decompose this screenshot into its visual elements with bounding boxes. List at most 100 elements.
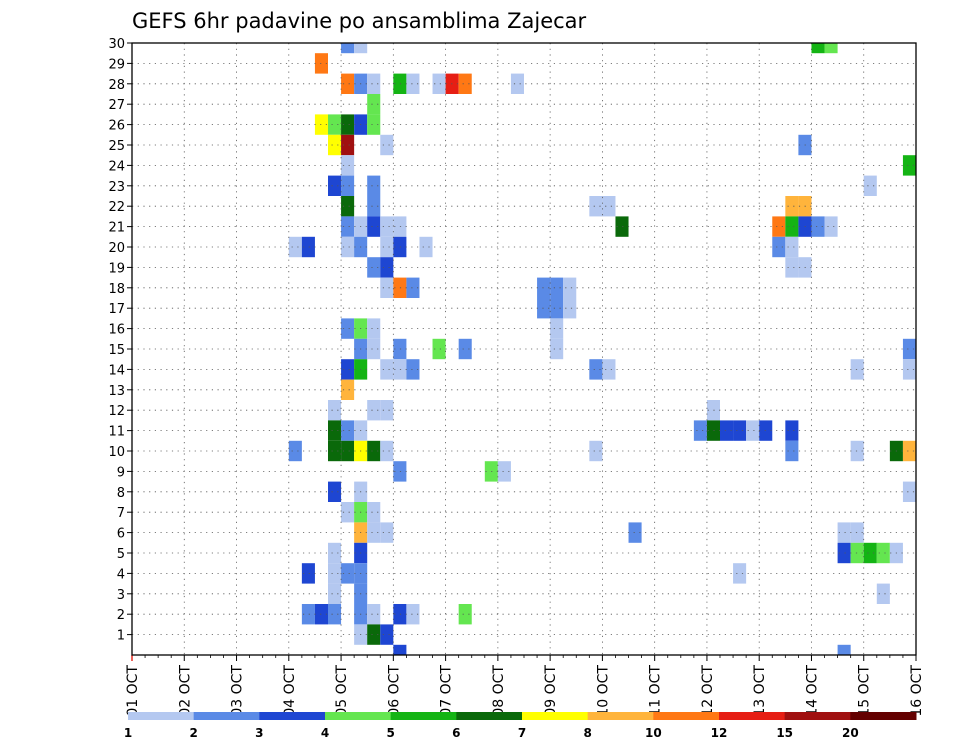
colorbar-swatch <box>259 712 326 720</box>
heatmap-cell <box>341 216 355 237</box>
colorbar-label: 12 <box>711 726 728 740</box>
heatmap-cell <box>380 440 394 462</box>
colorbar-label: 5 <box>386 726 394 740</box>
y-tick-label: 21 <box>108 221 125 236</box>
heatmap-cell <box>563 298 577 319</box>
heatmap-cell <box>367 624 381 645</box>
heatmap-cell <box>301 604 315 625</box>
heatmap-cell <box>432 338 446 360</box>
x-tick-label: 03 OCT <box>230 665 246 717</box>
y-tick-label: 11 <box>108 425 125 440</box>
heatmap-cell <box>380 277 394 298</box>
heatmap-cell <box>367 604 381 625</box>
heatmap-cell <box>393 644 407 655</box>
heatmap-cell <box>380 236 394 258</box>
heatmap-cell <box>367 114 381 135</box>
heatmap-cell <box>406 359 420 380</box>
heatmap-cell <box>341 175 355 196</box>
heatmap-cell <box>341 440 355 462</box>
heatmap-cell <box>863 542 877 564</box>
heatmap-cell <box>785 257 799 278</box>
x-tick-label: 12 OCT <box>700 665 716 717</box>
heatmap-cell <box>341 155 355 176</box>
heatmap-cell <box>824 43 838 54</box>
heatmap-cell <box>850 440 864 462</box>
y-tick-label: 13 <box>108 384 125 399</box>
heatmap-cell <box>367 400 381 421</box>
y-tick-label: 16 <box>108 323 125 338</box>
heatmap-cell <box>367 196 381 217</box>
heatmap-cell <box>380 257 394 278</box>
heatmap-cell <box>497 461 511 482</box>
x-tick-label: 04 OCT <box>282 665 298 717</box>
heatmap-cell <box>341 196 355 217</box>
heatmap-cell <box>837 542 851 564</box>
y-tick-label: 1 <box>117 629 125 644</box>
heatmap-cell <box>380 624 394 645</box>
colorbar-label: 1 <box>124 726 132 740</box>
heatmap-cell <box>876 542 890 564</box>
heatmap-cell <box>314 604 328 625</box>
heatmap-cell <box>393 338 407 360</box>
heatmap-cell <box>837 522 851 543</box>
heatmap-cell <box>328 420 342 441</box>
x-tick-label: 09 OCT <box>543 665 559 717</box>
heatmap-cell <box>589 440 603 462</box>
heatmap-cell <box>602 359 616 380</box>
heatmap-cell <box>367 522 381 543</box>
heatmap-cell <box>328 400 342 421</box>
heatmap-cell <box>367 73 381 94</box>
heatmap-cell <box>380 400 394 421</box>
x-tick-label: 02 OCT <box>177 665 193 717</box>
x-axis: 01 OCT 02 OCT 03 OCT 04 OCT 05 OCT 06 OCT 07 O… <box>125 655 925 717</box>
heatmap-cell <box>720 420 734 441</box>
colorbar-swatch <box>193 712 260 720</box>
x-tick-label: 07 OCT <box>439 665 455 717</box>
colorbar-swatch <box>128 712 195 720</box>
y-tick-label: 3 <box>117 588 125 603</box>
colorbar-label: 8 <box>583 726 591 740</box>
heatmap-cell <box>746 420 760 441</box>
colorbar-swatch <box>456 712 523 720</box>
heatmap-cell <box>354 43 368 54</box>
heatmap-cell <box>301 236 315 258</box>
heatmap-cell <box>458 73 472 94</box>
y-tick-label: 23 <box>108 180 125 195</box>
x-tick-label: 06 OCT <box>386 665 402 717</box>
colorbar-label: 7 <box>518 726 526 740</box>
heatmap-cell <box>328 583 342 604</box>
y-tick-label: 20 <box>108 241 125 256</box>
heatmap-cell <box>824 216 838 237</box>
y-tick-label: 24 <box>108 159 125 174</box>
x-tick-label: 08 OCT <box>491 665 507 717</box>
heatmap-cell <box>785 216 799 237</box>
heatmap-cell <box>367 502 381 523</box>
heatmap-cell <box>301 563 315 584</box>
heatmap-cell <box>811 43 825 54</box>
y-tick-label: 25 <box>108 139 125 154</box>
heatmap-cell <box>393 277 407 298</box>
heatmap-cell <box>393 359 407 380</box>
colorbar-label: 3 <box>255 726 263 740</box>
heatmap-cell <box>902 481 916 502</box>
y-tick-label: 5 <box>117 547 125 562</box>
heatmap-cell <box>328 440 342 462</box>
heatmap-cell <box>550 338 564 360</box>
heatmap-cell <box>837 644 851 655</box>
colorbar-label: 4 <box>321 726 329 740</box>
heatmap-cell <box>602 196 616 217</box>
heatmap-cell <box>563 277 577 298</box>
heatmap-cell <box>367 94 381 115</box>
heatmap-cell <box>902 338 916 360</box>
colorbar-label: 6 <box>452 726 460 740</box>
colorbar-swatch <box>784 712 851 720</box>
heatmap-cell <box>850 542 864 564</box>
heatmap-cell <box>380 216 394 237</box>
heatmap-cell <box>458 604 472 625</box>
heatmap-cell <box>314 53 328 74</box>
heatmap-cell <box>341 420 355 441</box>
heatmap-cell <box>328 481 342 502</box>
heatmap-cell <box>328 114 342 135</box>
colorbar-swatch <box>850 712 917 720</box>
heatmap-cell <box>550 318 564 339</box>
